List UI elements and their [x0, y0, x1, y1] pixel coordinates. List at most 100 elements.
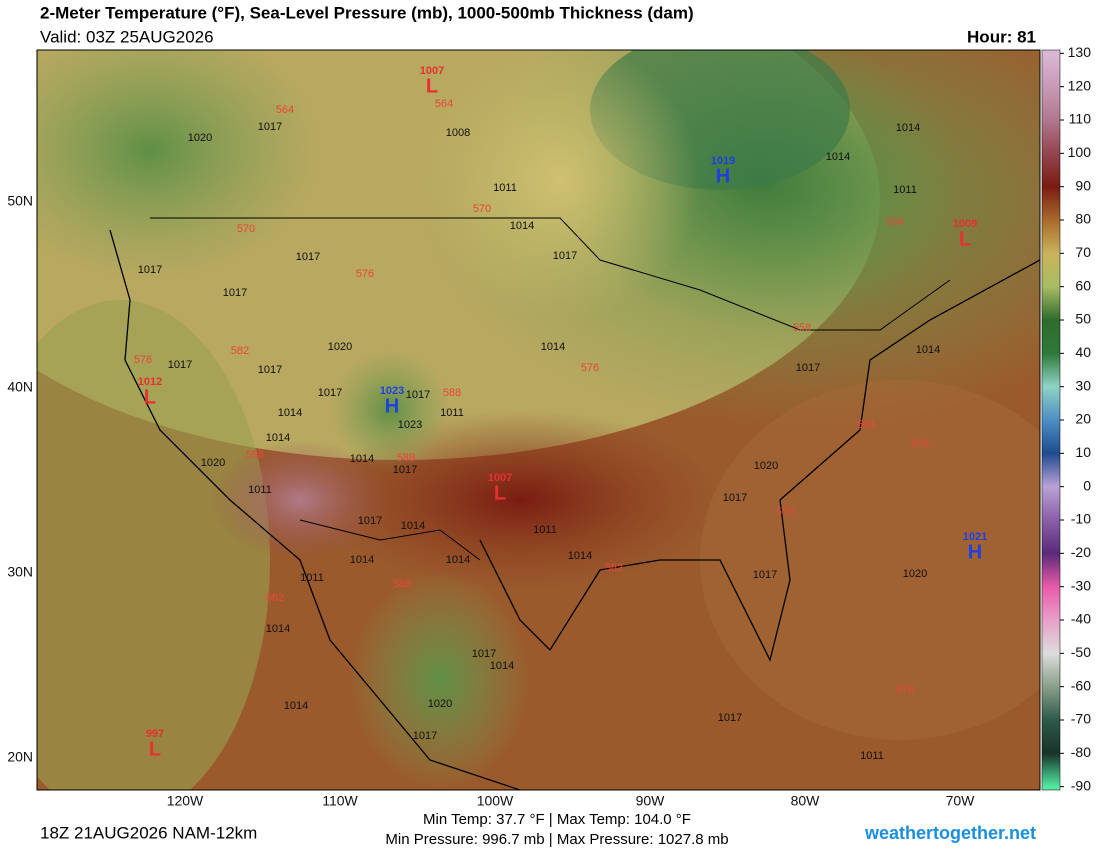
- isobar-label: 1017: [753, 569, 777, 581]
- colorbar-label: 0: [1083, 477, 1091, 493]
- thickness-label: 576: [581, 362, 599, 374]
- colorbar-label: 120: [1068, 77, 1092, 93]
- thickness-label: 564: [276, 104, 294, 116]
- lon-label: 80W: [791, 793, 821, 809]
- isobar-label: 1014: [446, 554, 470, 566]
- thickness-label: 588: [443, 387, 461, 399]
- colorbar-label: 100: [1068, 144, 1092, 160]
- thickness-label: 558: [793, 322, 811, 334]
- isobar-label: 1017: [413, 730, 437, 742]
- colorbar-label: 110: [1069, 111, 1092, 127]
- colorbar-label: 30: [1075, 377, 1091, 393]
- lon-label: 110W: [322, 793, 358, 809]
- thickness-label: 588: [397, 452, 415, 464]
- isobar-label: 1020: [328, 341, 352, 353]
- isobar-label: 1017: [406, 389, 430, 401]
- colorbar-label: -50: [1071, 644, 1091, 660]
- isobar-label: 1014: [510, 220, 534, 232]
- isobar-label: 1011: [493, 182, 517, 194]
- thickness-label: 576: [356, 268, 374, 280]
- thickness-label: 588: [393, 578, 411, 590]
- colorbar-label: 130: [1068, 44, 1092, 60]
- lat-label: 20N: [7, 749, 33, 765]
- center-letter: L: [494, 482, 506, 504]
- lon-label: 90W: [636, 793, 666, 809]
- thickness-label: 576: [134, 354, 152, 366]
- lon-label: 120W: [167, 793, 204, 809]
- colorbar-label: 10: [1075, 444, 1091, 460]
- colorbar-label: 40: [1075, 344, 1091, 360]
- title: 2-Meter Temperature (°F), Sea-Level Pres…: [40, 3, 694, 22]
- thickness-label: 582: [231, 345, 249, 357]
- thickness-label: 582: [266, 592, 284, 604]
- isobar-label: 1020: [188, 132, 212, 144]
- isobar-label: 1014: [266, 432, 290, 444]
- thickness-label: 576: [896, 684, 914, 696]
- colorbar-label: 90: [1075, 177, 1091, 193]
- site-link[interactable]: weathertogether.net: [864, 823, 1036, 843]
- valid-time: Valid: 03Z 25AUG2026: [40, 27, 214, 46]
- isobar-label: 1011: [860, 750, 884, 762]
- isobar-label: 1011: [533, 524, 557, 536]
- isobar-label: 1017: [553, 250, 577, 262]
- isobar-label: 1020: [754, 460, 778, 472]
- colorbar: 1301201101009080706050403020100-10-20-30…: [1041, 44, 1092, 793]
- isobar-label: 1017: [718, 712, 742, 724]
- isobar-label: 1017: [318, 387, 342, 399]
- center-letter: H: [968, 541, 982, 563]
- isobar-label: 1014: [490, 660, 514, 672]
- isobar-label: 1014: [266, 623, 290, 635]
- thickness-label: 570: [911, 438, 929, 450]
- center-value: 1019: [711, 155, 735, 167]
- center-letter: L: [149, 738, 161, 760]
- map-field: [37, 50, 1040, 790]
- model-run: 18Z 21AUG2026 NAM-12km: [40, 823, 257, 842]
- thickness-label: 570: [473, 203, 491, 215]
- isobar-label: 1014: [278, 407, 302, 419]
- colorbar-label: 70: [1075, 244, 1091, 260]
- lat-label: 30N: [7, 564, 33, 580]
- colorbar-label: 60: [1075, 277, 1091, 293]
- isobar-label: 1017: [258, 364, 282, 376]
- isobar-label: 1014: [916, 344, 940, 356]
- isobar-label: 1017: [393, 464, 417, 476]
- lat-label: 50N: [7, 193, 33, 209]
- colorbar-scale: [1041, 49, 1061, 791]
- isobar-label: 1017: [796, 362, 820, 374]
- isobar-label: 1017: [723, 492, 747, 504]
- colorbar-label: -70: [1071, 711, 1091, 727]
- colorbar-label: 20: [1075, 411, 1091, 427]
- colorbar-label: -40: [1071, 611, 1091, 627]
- isobar-label: 1014: [350, 554, 374, 566]
- pressure-range: Min Pressure: 996.7 mb | Max Pressure: 1…: [385, 831, 728, 848]
- map-frame: [36, 49, 1041, 791]
- lat-label: 40N: [7, 379, 33, 395]
- isobar-label: 1017: [258, 121, 282, 133]
- thickness-label: 570: [237, 223, 255, 235]
- center-value: 1023: [380, 385, 404, 397]
- thickness-label: 564: [435, 98, 453, 110]
- thickness-label: 582: [605, 562, 623, 574]
- center-value: 1012: [138, 376, 162, 388]
- colorbar-label: 80: [1075, 211, 1091, 227]
- isobar-label: 1017: [358, 515, 382, 527]
- isobar-label: 1023: [398, 419, 422, 431]
- center-letter: L: [426, 75, 438, 97]
- isobar-label: 1014: [896, 122, 920, 134]
- colorbar-label: -30: [1071, 577, 1091, 593]
- isobar-label: 1020: [428, 698, 452, 710]
- center-value: 1007: [420, 65, 444, 77]
- isobar-label: 1008: [446, 127, 470, 139]
- isobar-label: 1011: [300, 572, 324, 584]
- center-value: 997: [146, 728, 164, 740]
- forecast-hour: Hour: 81: [967, 27, 1036, 46]
- isobar-label: 1011: [893, 184, 917, 196]
- lon-label: 100W: [477, 793, 514, 809]
- center-letter: H: [716, 165, 730, 187]
- thickness-label: 576: [776, 506, 794, 518]
- colorbar-label: -60: [1071, 677, 1091, 693]
- isobar-label: 1011: [440, 407, 464, 419]
- isobar-label: 1014: [568, 550, 592, 562]
